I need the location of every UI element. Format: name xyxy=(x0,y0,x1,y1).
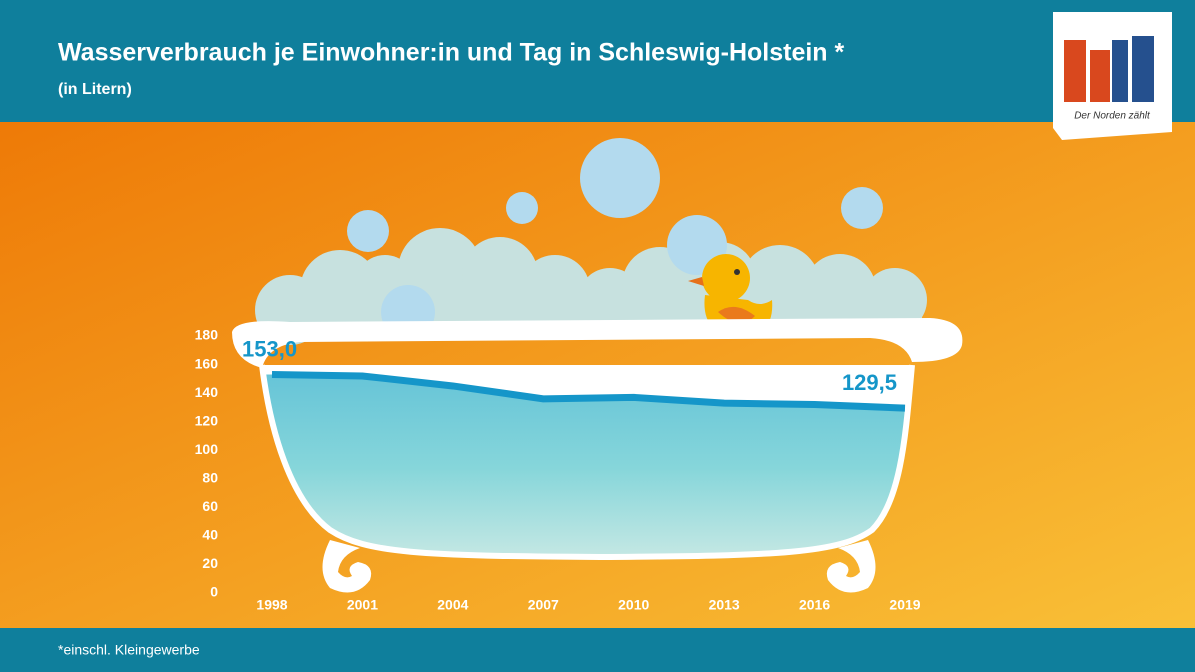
logo: Der Norden zählt xyxy=(1053,12,1172,140)
x-tick-label: 2007 xyxy=(528,597,559,613)
chart-title: Wasserverbrauch je Einwohner:in und Tag … xyxy=(58,39,845,67)
footnote: *einschl. Kleingewerbe xyxy=(58,642,200,658)
y-tick-label: 160 xyxy=(195,355,219,371)
y-tick-label: 20 xyxy=(202,555,218,571)
y-tick-label: 40 xyxy=(202,527,218,543)
x-tick-label: 2001 xyxy=(347,597,378,613)
y-tick-label: 60 xyxy=(202,498,218,514)
value-label: 129,5 xyxy=(842,370,897,395)
y-tick-label: 100 xyxy=(195,441,219,457)
x-tick-label: 2013 xyxy=(709,597,740,613)
y-tick-label: 80 xyxy=(202,469,218,485)
logo-text: Der Norden zählt xyxy=(1074,111,1151,122)
x-tick-label: 2016 xyxy=(799,597,830,613)
y-tick-label: 140 xyxy=(195,384,219,400)
x-tick-label: 1998 xyxy=(256,597,287,613)
y-tick-label: 0 xyxy=(210,584,218,600)
x-tick-label: 2019 xyxy=(889,597,920,613)
y-tick-label: 180 xyxy=(195,327,219,343)
x-tick-label: 2004 xyxy=(437,597,468,613)
y-tick-label: 120 xyxy=(195,412,219,428)
x-tick-label: 2010 xyxy=(618,597,649,613)
chart: Wasserverbrauch je Einwohner:in und Tag … xyxy=(0,0,1195,672)
value-label: 153,0 xyxy=(242,336,297,361)
subtitle: (in Litern) xyxy=(58,81,132,98)
